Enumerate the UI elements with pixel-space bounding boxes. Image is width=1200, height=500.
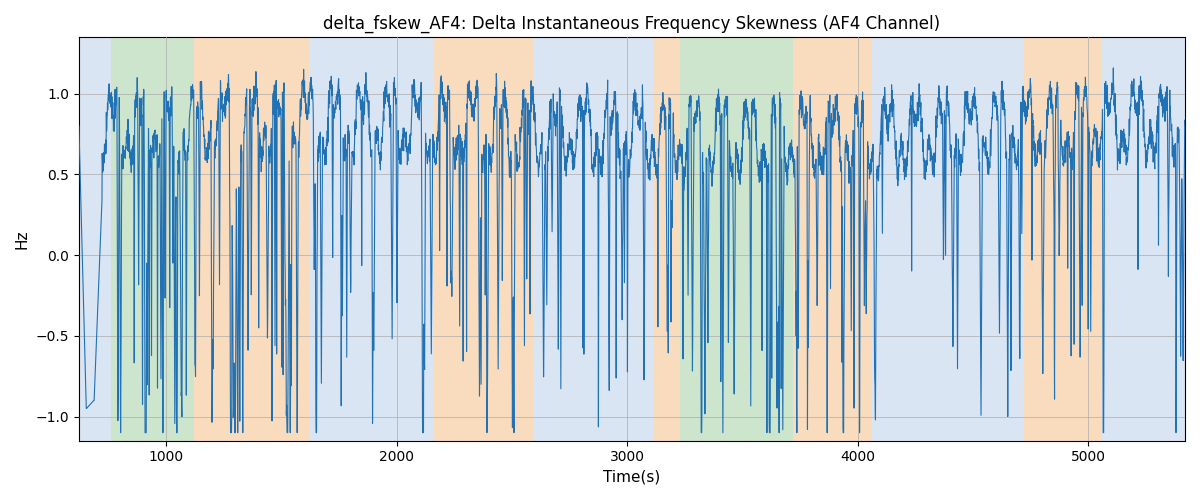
Bar bbox=[194, 38, 310, 440]
Bar bbox=[680, 38, 793, 440]
Bar bbox=[433, 38, 533, 440]
Bar bbox=[653, 38, 680, 440]
Bar bbox=[793, 38, 871, 440]
Bar bbox=[310, 38, 433, 440]
X-axis label: Time(s): Time(s) bbox=[604, 470, 660, 485]
Bar bbox=[533, 38, 653, 440]
Bar bbox=[79, 38, 112, 440]
Title: delta_fskew_AF4: Delta Instantaneous Frequency Skewness (AF4 Channel): delta_fskew_AF4: Delta Instantaneous Fre… bbox=[323, 15, 941, 34]
Bar bbox=[1102, 38, 1186, 440]
Bar bbox=[1024, 38, 1102, 440]
Bar bbox=[871, 38, 1024, 440]
Bar bbox=[112, 38, 194, 440]
Y-axis label: Hz: Hz bbox=[14, 230, 30, 249]
